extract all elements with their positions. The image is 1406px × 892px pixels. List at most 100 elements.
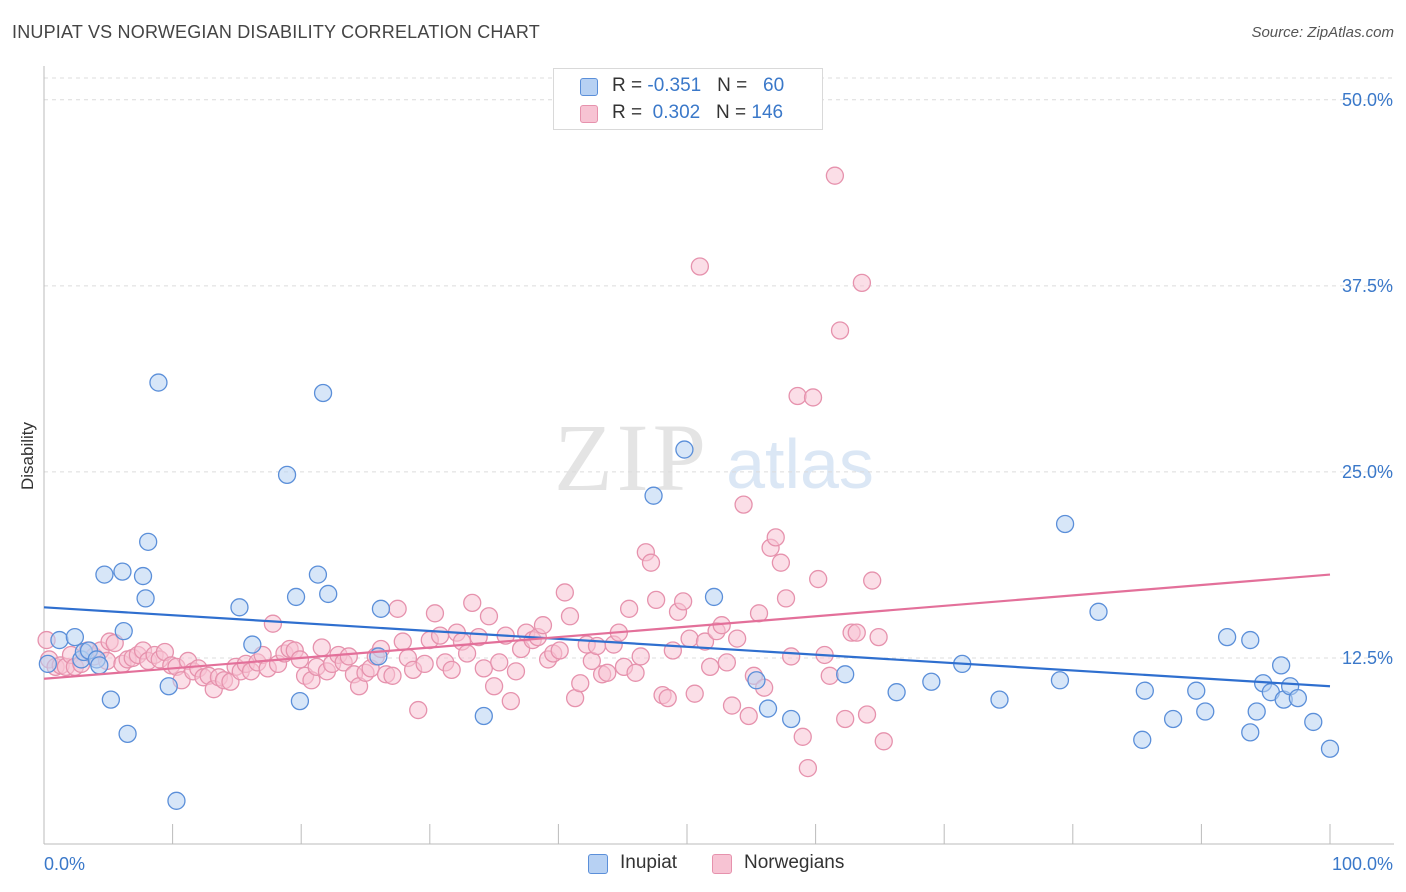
norwegians-point (869, 627, 888, 647)
n-value: 146 (751, 102, 784, 123)
inupiat-legend-swatch (588, 854, 608, 874)
inupiat-point (474, 706, 493, 726)
norwegians-trend-line (43, 573, 1331, 680)
norwegians-point (852, 273, 872, 293)
n-label: N = (717, 75, 753, 96)
norwegians-point (690, 257, 710, 276)
norwegians-point (641, 553, 661, 572)
r-value: -0.351 (647, 75, 702, 96)
correlation-legend: R = -0.351 N = 60 R = 0.302 N = 146 (553, 68, 823, 130)
norwegians-point (560, 607, 580, 626)
norwegians-point (782, 647, 801, 666)
norwegians-point (571, 674, 590, 693)
norwegians-point (788, 386, 807, 406)
norwegians-point (809, 569, 828, 589)
norwegians-point (673, 592, 693, 611)
inupiat-swatch (580, 78, 598, 96)
norwegians-point (749, 604, 769, 623)
inupiat-point (675, 440, 694, 459)
y-tick-label: 12.5% (1342, 648, 1393, 668)
norwegians-point (425, 604, 445, 623)
inupiat-point (38, 654, 58, 674)
norwegians-point (798, 758, 818, 778)
inupiat-point (159, 677, 178, 696)
norwegians-point (555, 583, 574, 602)
norwegians-point (722, 696, 742, 715)
norwegians-point (830, 321, 850, 340)
watermark: ZIP atlas (554, 404, 874, 511)
norwegians-point (550, 641, 569, 660)
norwegians-point (631, 647, 650, 666)
n-value: 60 (763, 75, 785, 96)
inupiat-point (286, 587, 306, 607)
norwegians-point (484, 677, 504, 696)
inupiat-point (149, 373, 168, 392)
inupiat-point (1196, 702, 1215, 721)
norwegians-point (734, 495, 753, 514)
inupiat-point (65, 627, 85, 647)
norwegians-point (847, 623, 866, 642)
inupiat-point (747, 671, 766, 690)
r-label: R = (612, 102, 648, 123)
norwegians-point (700, 657, 720, 677)
inupiat-points (38, 373, 1340, 810)
inupiat-point (113, 562, 132, 581)
y-tick-label: 37.5% (1342, 276, 1393, 296)
inupiat-point (1304, 712, 1323, 732)
norwegians-point (383, 666, 402, 685)
inupiat-point (230, 598, 249, 617)
trend-lines (43, 573, 1331, 688)
inupiat-point (101, 690, 121, 709)
norwegians-point (803, 388, 823, 407)
norwegians-point (263, 614, 283, 633)
inupiat-point (922, 672, 941, 691)
axes (43, 66, 1394, 845)
inupiat-trend-line (43, 606, 1331, 688)
inupiat-point (1288, 688, 1307, 708)
norwegians-point (820, 666, 839, 685)
norwegians-point (598, 663, 617, 682)
inupiat-point (90, 656, 109, 675)
chart-title: INUPIAT VS NORWEGIAN DISABILITY CORRELAT… (12, 22, 540, 42)
watermark-atlas: atlas (726, 425, 874, 503)
norwegians-point (474, 659, 493, 678)
norwegians-point (825, 166, 845, 185)
norwegians-point (430, 626, 450, 645)
inupiat-point (371, 599, 391, 618)
legend-row-norwegians: R = 0.302 N = 146 (554, 102, 822, 128)
gridlines (44, 77, 1394, 659)
inupiat-point (133, 566, 153, 586)
inupiat-point (1050, 671, 1070, 690)
norwegians-point (717, 653, 737, 672)
norwegians-point (463, 593, 482, 613)
inupiat-point (95, 565, 114, 584)
inupiat-point (1271, 656, 1291, 675)
norwegians-point (680, 629, 699, 648)
norwegians-point (836, 709, 855, 729)
inupiat-point (290, 691, 310, 711)
inupiat-point (1163, 709, 1183, 729)
norwegians-point (857, 705, 877, 724)
norwegians-point (457, 644, 477, 663)
inupiat-point (1135, 681, 1154, 700)
norwegians-point (776, 589, 796, 608)
source-credit: Source: ZipAtlas.com (1251, 24, 1394, 41)
inupiat-point (1241, 723, 1260, 742)
inupiat-point (308, 565, 328, 584)
inupiat-legend-label: Inupiat (620, 852, 678, 873)
y-tick-label: 25.0% (1342, 462, 1393, 482)
norwegians-point (479, 607, 499, 626)
norwegians-point (766, 528, 785, 547)
norwegians-point (501, 691, 520, 711)
inupiat-point (758, 699, 778, 718)
r-label: R = (612, 75, 648, 96)
norwegians-point (685, 684, 704, 703)
inupiat-point (836, 665, 855, 684)
norwegians-point (771, 553, 791, 572)
norwegians-legend-label: Norwegians (744, 852, 845, 873)
r-value: 0.302 (652, 102, 701, 123)
norwegians-point (793, 727, 812, 746)
norwegians-point (506, 662, 526, 681)
norwegians-point (442, 660, 461, 679)
